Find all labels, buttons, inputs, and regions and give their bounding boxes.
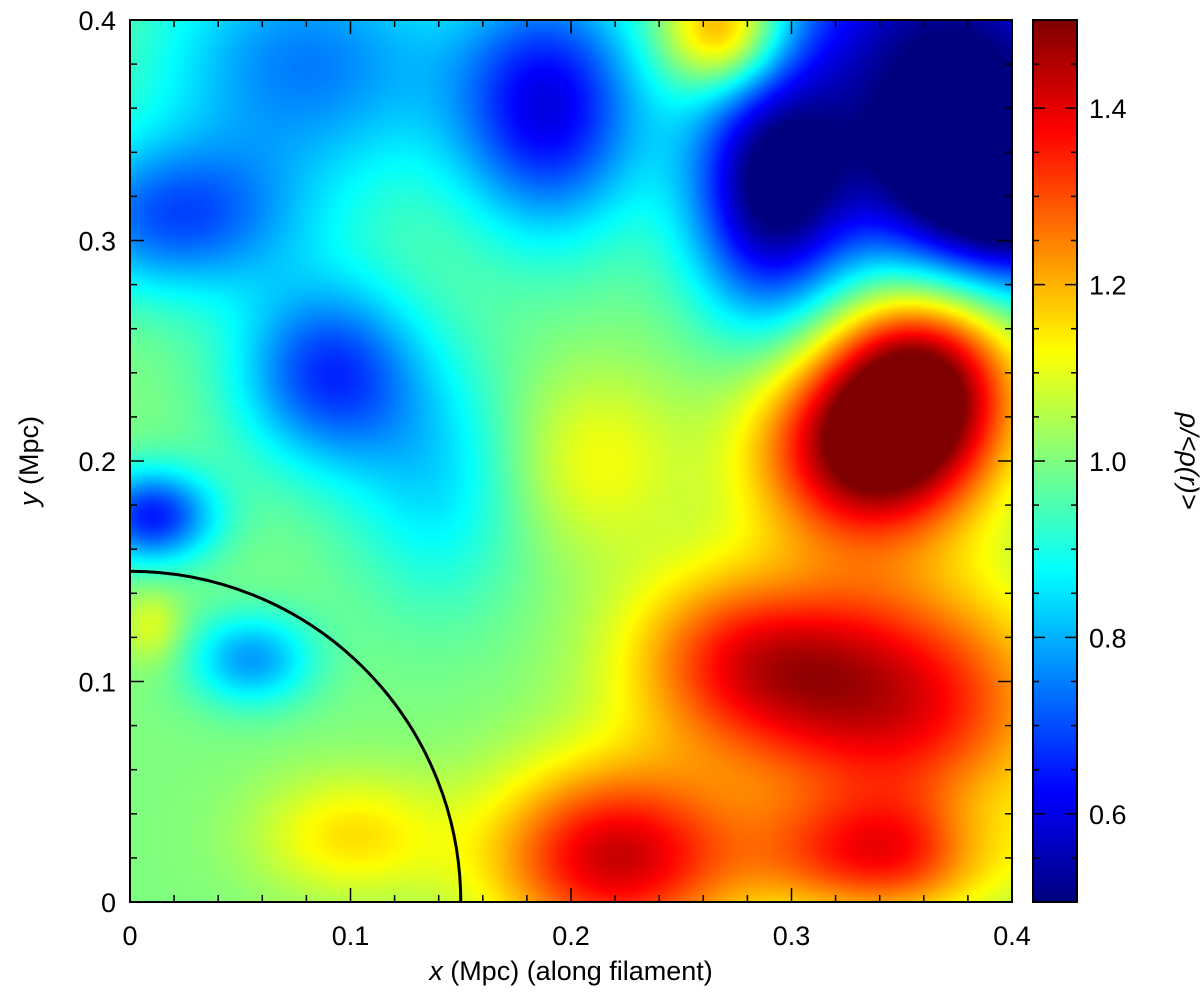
y-axis-title: y (Mpc) bbox=[14, 416, 44, 508]
x-axis-title-rest: (Mpc) (along filament) bbox=[443, 956, 713, 986]
y-tick-label: 0.4 bbox=[78, 6, 116, 36]
colorbar-tick-label: 1.2 bbox=[1089, 271, 1127, 301]
x-tick-label: 0.3 bbox=[773, 921, 811, 951]
plot-area bbox=[129, 19, 1013, 903]
colorbar-ticks bbox=[1033, 19, 1077, 903]
colorbar-tick-label: 1.4 bbox=[1089, 94, 1127, 124]
x-tick-label: 0 bbox=[122, 921, 137, 951]
y-axis-variable: y bbox=[14, 491, 44, 508]
y-tick-label: 0.3 bbox=[78, 227, 116, 257]
y-tick-label: 0.2 bbox=[78, 447, 116, 477]
x-tick-label: 0.4 bbox=[993, 921, 1031, 951]
colorbar: 0.6 0.8 1.0 1.2 1.4 ρ/<ρ(r)> bbox=[1032, 19, 1200, 903]
plot-ticks bbox=[129, 19, 1013, 903]
colorbar-tick-label: 1.0 bbox=[1089, 447, 1127, 477]
x-axis-title: x (Mpc) (along filament) bbox=[427, 956, 713, 986]
y-axis-title-rest: (Mpc) bbox=[14, 416, 44, 493]
colorbar-tick-label: 0.8 bbox=[1089, 623, 1127, 653]
colorbar-title: ρ/<ρ(r)> bbox=[1174, 412, 1200, 510]
x-axis-variable: x bbox=[427, 956, 444, 986]
x-tick-label: 0.1 bbox=[332, 921, 370, 951]
density-heatmap bbox=[130, 20, 1012, 902]
y-tick-label: 0 bbox=[101, 888, 116, 918]
x-tick-label: 0.2 bbox=[552, 921, 590, 951]
colorbar-tick-label: 0.6 bbox=[1089, 800, 1127, 830]
x-axis-tick-labels: 0 0.1 0.2 0.3 0.4 bbox=[122, 921, 1030, 951]
colorbar-tick-labels: 0.6 0.8 1.0 1.2 1.4 bbox=[1089, 94, 1127, 830]
y-axis-tick-labels: 0 0.1 0.2 0.3 0.4 bbox=[78, 6, 116, 918]
radius-circle-arc bbox=[130, 569, 463, 902]
y-tick-label: 0.1 bbox=[78, 668, 116, 698]
